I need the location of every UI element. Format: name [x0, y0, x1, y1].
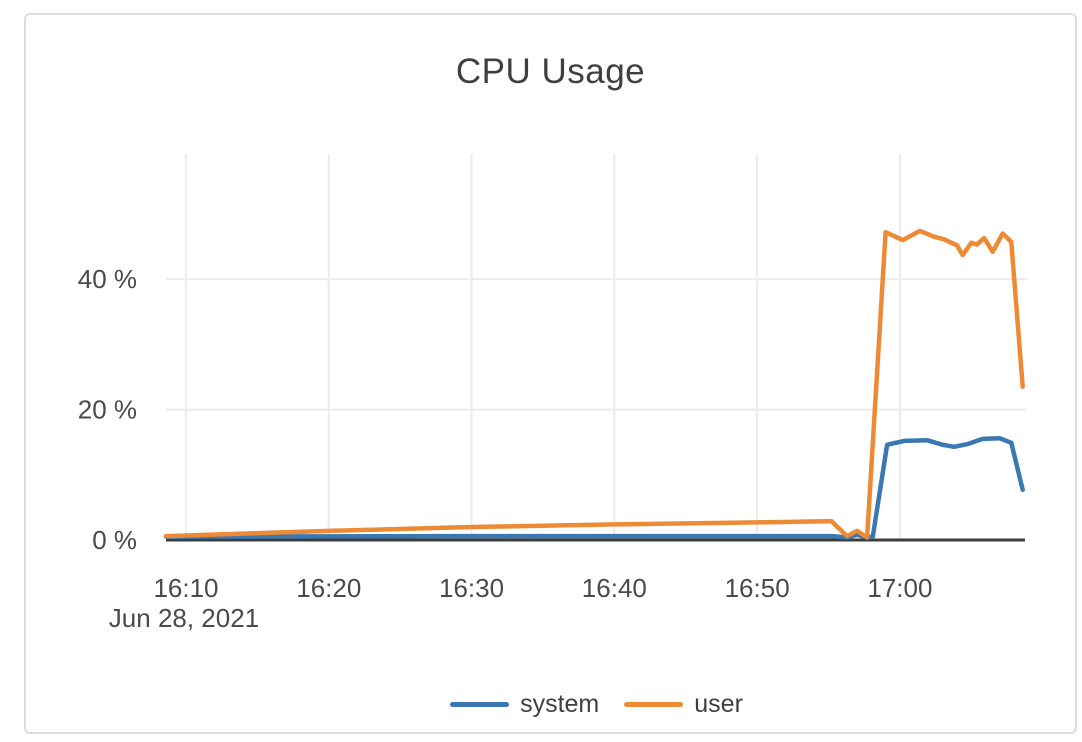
x-tick-label: 16:50	[725, 573, 790, 603]
x-tick-label: 17:00	[867, 573, 932, 603]
x-axis-date-label: Jun 28, 2021	[109, 603, 259, 633]
legend-label-system: system	[520, 689, 600, 718]
y-tick-label: 20 %	[78, 395, 137, 425]
legend-item-system[interactable]: system	[450, 690, 599, 719]
legend-label-user: user	[694, 689, 743, 718]
system-line-swatch	[450, 701, 510, 707]
user-line-swatch	[624, 701, 684, 707]
x-tick-label: 16:40	[582, 573, 647, 603]
y-tick-label: 0 %	[92, 525, 137, 555]
chart-legend: system user	[166, 690, 1027, 718]
legend-item-user[interactable]: user	[624, 690, 743, 719]
chart-card	[24, 13, 1077, 734]
y-tick-label: 40 %	[78, 264, 137, 294]
series-line-system[interactable]	[163, 436, 1025, 540]
series-line-user[interactable]	[163, 228, 1025, 540]
x-tick-label: 16:30	[439, 573, 504, 603]
chart-title: CPU Usage	[455, 52, 646, 91]
x-tick-label: 16:10	[153, 573, 218, 603]
x-tick-label: 16:20	[296, 573, 361, 603]
